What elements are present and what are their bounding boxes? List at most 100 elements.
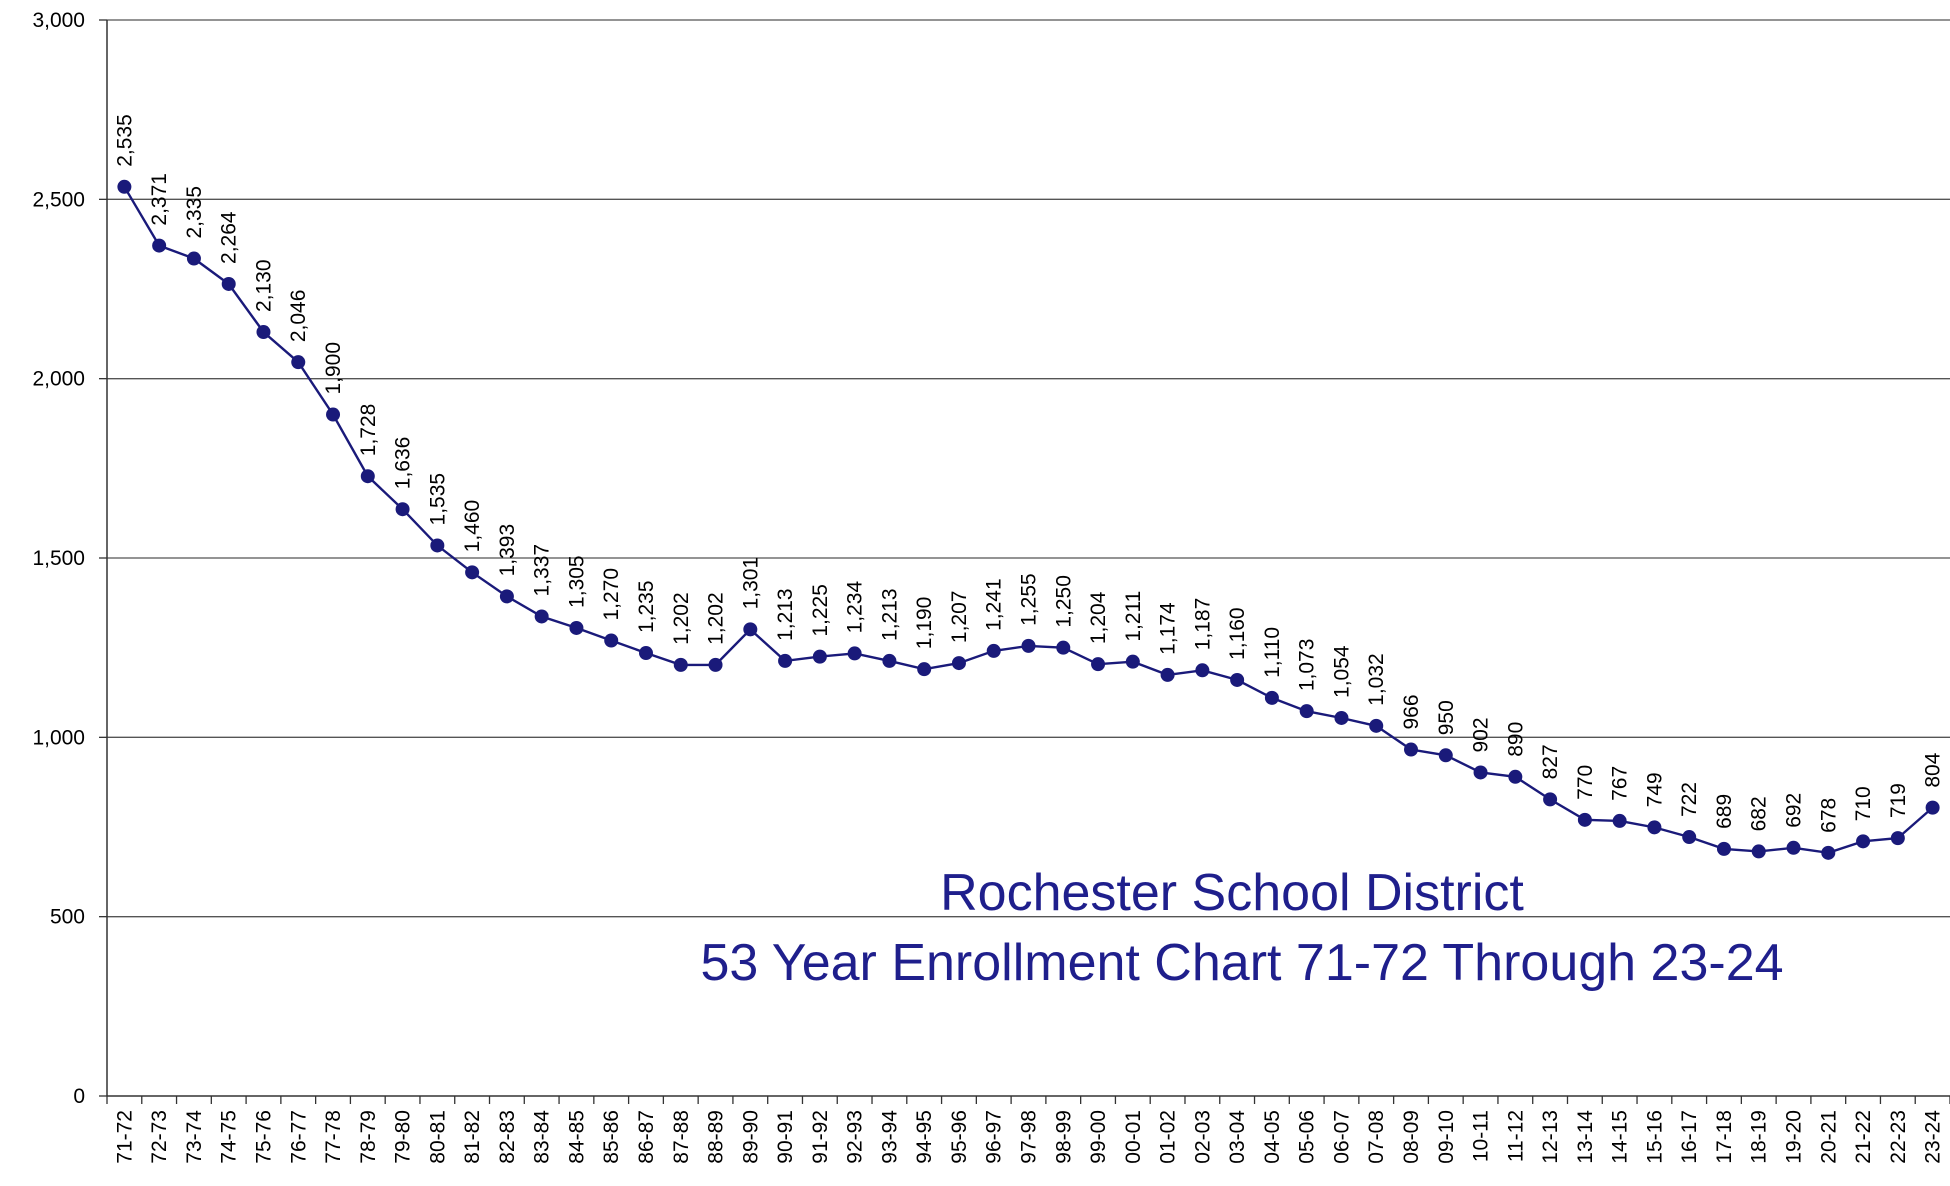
x-tick-label: 23-24	[1922, 1110, 1945, 1164]
data-point	[917, 662, 932, 677]
y-tick-label: 2,500	[32, 188, 85, 211]
data-label: 966	[1400, 694, 1423, 729]
chart-subtitle: 53 Year Enrollment Chart 71-72 Through 2…	[700, 934, 1783, 992]
x-tick-label: 99-00	[1087, 1110, 1110, 1164]
data-point	[1647, 820, 1662, 835]
data-point	[1438, 748, 1453, 763]
data-point	[395, 502, 410, 517]
data-label: 1,187	[1191, 598, 1214, 651]
x-tick-label: 85-86	[600, 1110, 623, 1164]
data-label: 1,301	[739, 557, 762, 610]
x-tick-label: 90-91	[774, 1110, 797, 1164]
data-label: 1,211	[1122, 591, 1145, 642]
x-tick-label: 15-16	[1643, 1110, 1666, 1164]
data-label: 1,110	[1261, 627, 1284, 678]
data-point	[1264, 690, 1279, 705]
x-tick-label: 89-90	[739, 1110, 762, 1164]
data-label: 1,190	[913, 597, 936, 650]
x-tick-label: 82-83	[496, 1110, 519, 1164]
data-label: 770	[1574, 765, 1597, 800]
x-tick-label: 14-15	[1609, 1110, 1632, 1164]
data-label: 1,202	[705, 592, 728, 645]
x-tick-label: 05-06	[1296, 1110, 1319, 1164]
data-point	[604, 633, 619, 648]
data-label: 2,535	[113, 114, 136, 167]
data-point	[847, 646, 862, 661]
data-label: 1,900	[322, 342, 345, 395]
x-tick-label: 04-05	[1261, 1110, 1284, 1164]
data-point	[1091, 657, 1106, 672]
grid-layer	[107, 19, 1950, 918]
data-label: 722	[1678, 782, 1701, 817]
x-tick-label: 18-19	[1748, 1110, 1771, 1164]
data-label: 890	[1504, 722, 1527, 757]
data-point	[812, 649, 827, 664]
data-label: 749	[1643, 772, 1666, 807]
x-tick-label: 74-75	[218, 1110, 241, 1164]
data-point	[534, 609, 549, 624]
data-point	[256, 325, 271, 340]
x-tick-label: 71-72	[113, 1110, 136, 1164]
data-label: 1,174	[1157, 602, 1180, 655]
data-label: 902	[1470, 717, 1493, 752]
data-point	[326, 407, 341, 422]
data-label: 1,241	[983, 578, 1006, 631]
data-label: 1,073	[1296, 639, 1319, 692]
data-point	[291, 355, 306, 370]
x-tick-label: 02-03	[1191, 1110, 1214, 1164]
x-tick-label: 09-10	[1435, 1110, 1458, 1164]
x-tick-label: 80-81	[426, 1110, 449, 1164]
data-point	[360, 469, 375, 484]
data-point	[1195, 663, 1210, 678]
data-point	[221, 276, 236, 291]
data-label: 827	[1539, 744, 1562, 779]
x-tick-label: 22-23	[1887, 1110, 1910, 1164]
x-tick-label: 00-01	[1122, 1110, 1145, 1164]
data-label: 1,393	[496, 524, 519, 577]
data-label: 767	[1609, 766, 1632, 801]
x-tick-label: 84-85	[565, 1110, 588, 1164]
x-tick-label: 17-18	[1713, 1110, 1736, 1164]
x-tick-label: 87-88	[670, 1110, 693, 1164]
data-label: 1,160	[1226, 607, 1249, 660]
x-tick-label: 16-17	[1678, 1110, 1701, 1164]
data-label: 1,225	[809, 584, 832, 637]
chart-title: Rochester School District	[940, 864, 1524, 922]
x-tick-label: 91-92	[809, 1110, 832, 1164]
data-label: 1,213	[774, 588, 797, 641]
x-tick-label: 96-97	[983, 1110, 1006, 1164]
x-tick-label: 98-99	[1052, 1110, 1075, 1164]
data-point	[1299, 704, 1314, 719]
data-label: 1,054	[1330, 645, 1353, 698]
data-label: 1,250	[1052, 575, 1075, 628]
series-layer	[117, 179, 1940, 860]
data-point	[986, 643, 1001, 658]
data-point	[1334, 710, 1349, 725]
x-tick-label: 88-89	[705, 1110, 728, 1164]
x-tick-label: 73-74	[183, 1110, 206, 1164]
data-point	[1230, 672, 1245, 687]
x-tick-label: 95-96	[948, 1110, 971, 1164]
x-tick-label: 94-95	[913, 1110, 936, 1164]
series-line	[123, 186, 1934, 855]
x-tick-label: 92-93	[844, 1110, 867, 1164]
y-tick-label: 1,000	[32, 726, 85, 749]
data-point	[186, 251, 201, 266]
data-point	[1856, 834, 1871, 849]
data-point	[951, 656, 966, 671]
x-tick-label: 79-80	[392, 1110, 415, 1164]
axis-layer: 0 500 1,000 1,500 2,000 2,500 3,000 71-72 72-73 7…	[32, 9, 1950, 1164]
data-point	[1612, 813, 1627, 828]
x-tick-label: 78-79	[357, 1110, 380, 1164]
x-tick-label: 11-12	[1504, 1110, 1527, 1162]
data-point	[1160, 667, 1175, 682]
y-tick-label: 3,000	[32, 9, 85, 32]
data-label: 692	[1783, 793, 1806, 828]
data-label: 804	[1922, 752, 1945, 787]
y-tick-label: 0	[73, 1085, 85, 1108]
data-point	[1404, 742, 1419, 757]
data-label: 689	[1713, 794, 1736, 829]
data-label: 1,204	[1087, 591, 1110, 644]
y-tick-label: 1,500	[32, 547, 85, 570]
